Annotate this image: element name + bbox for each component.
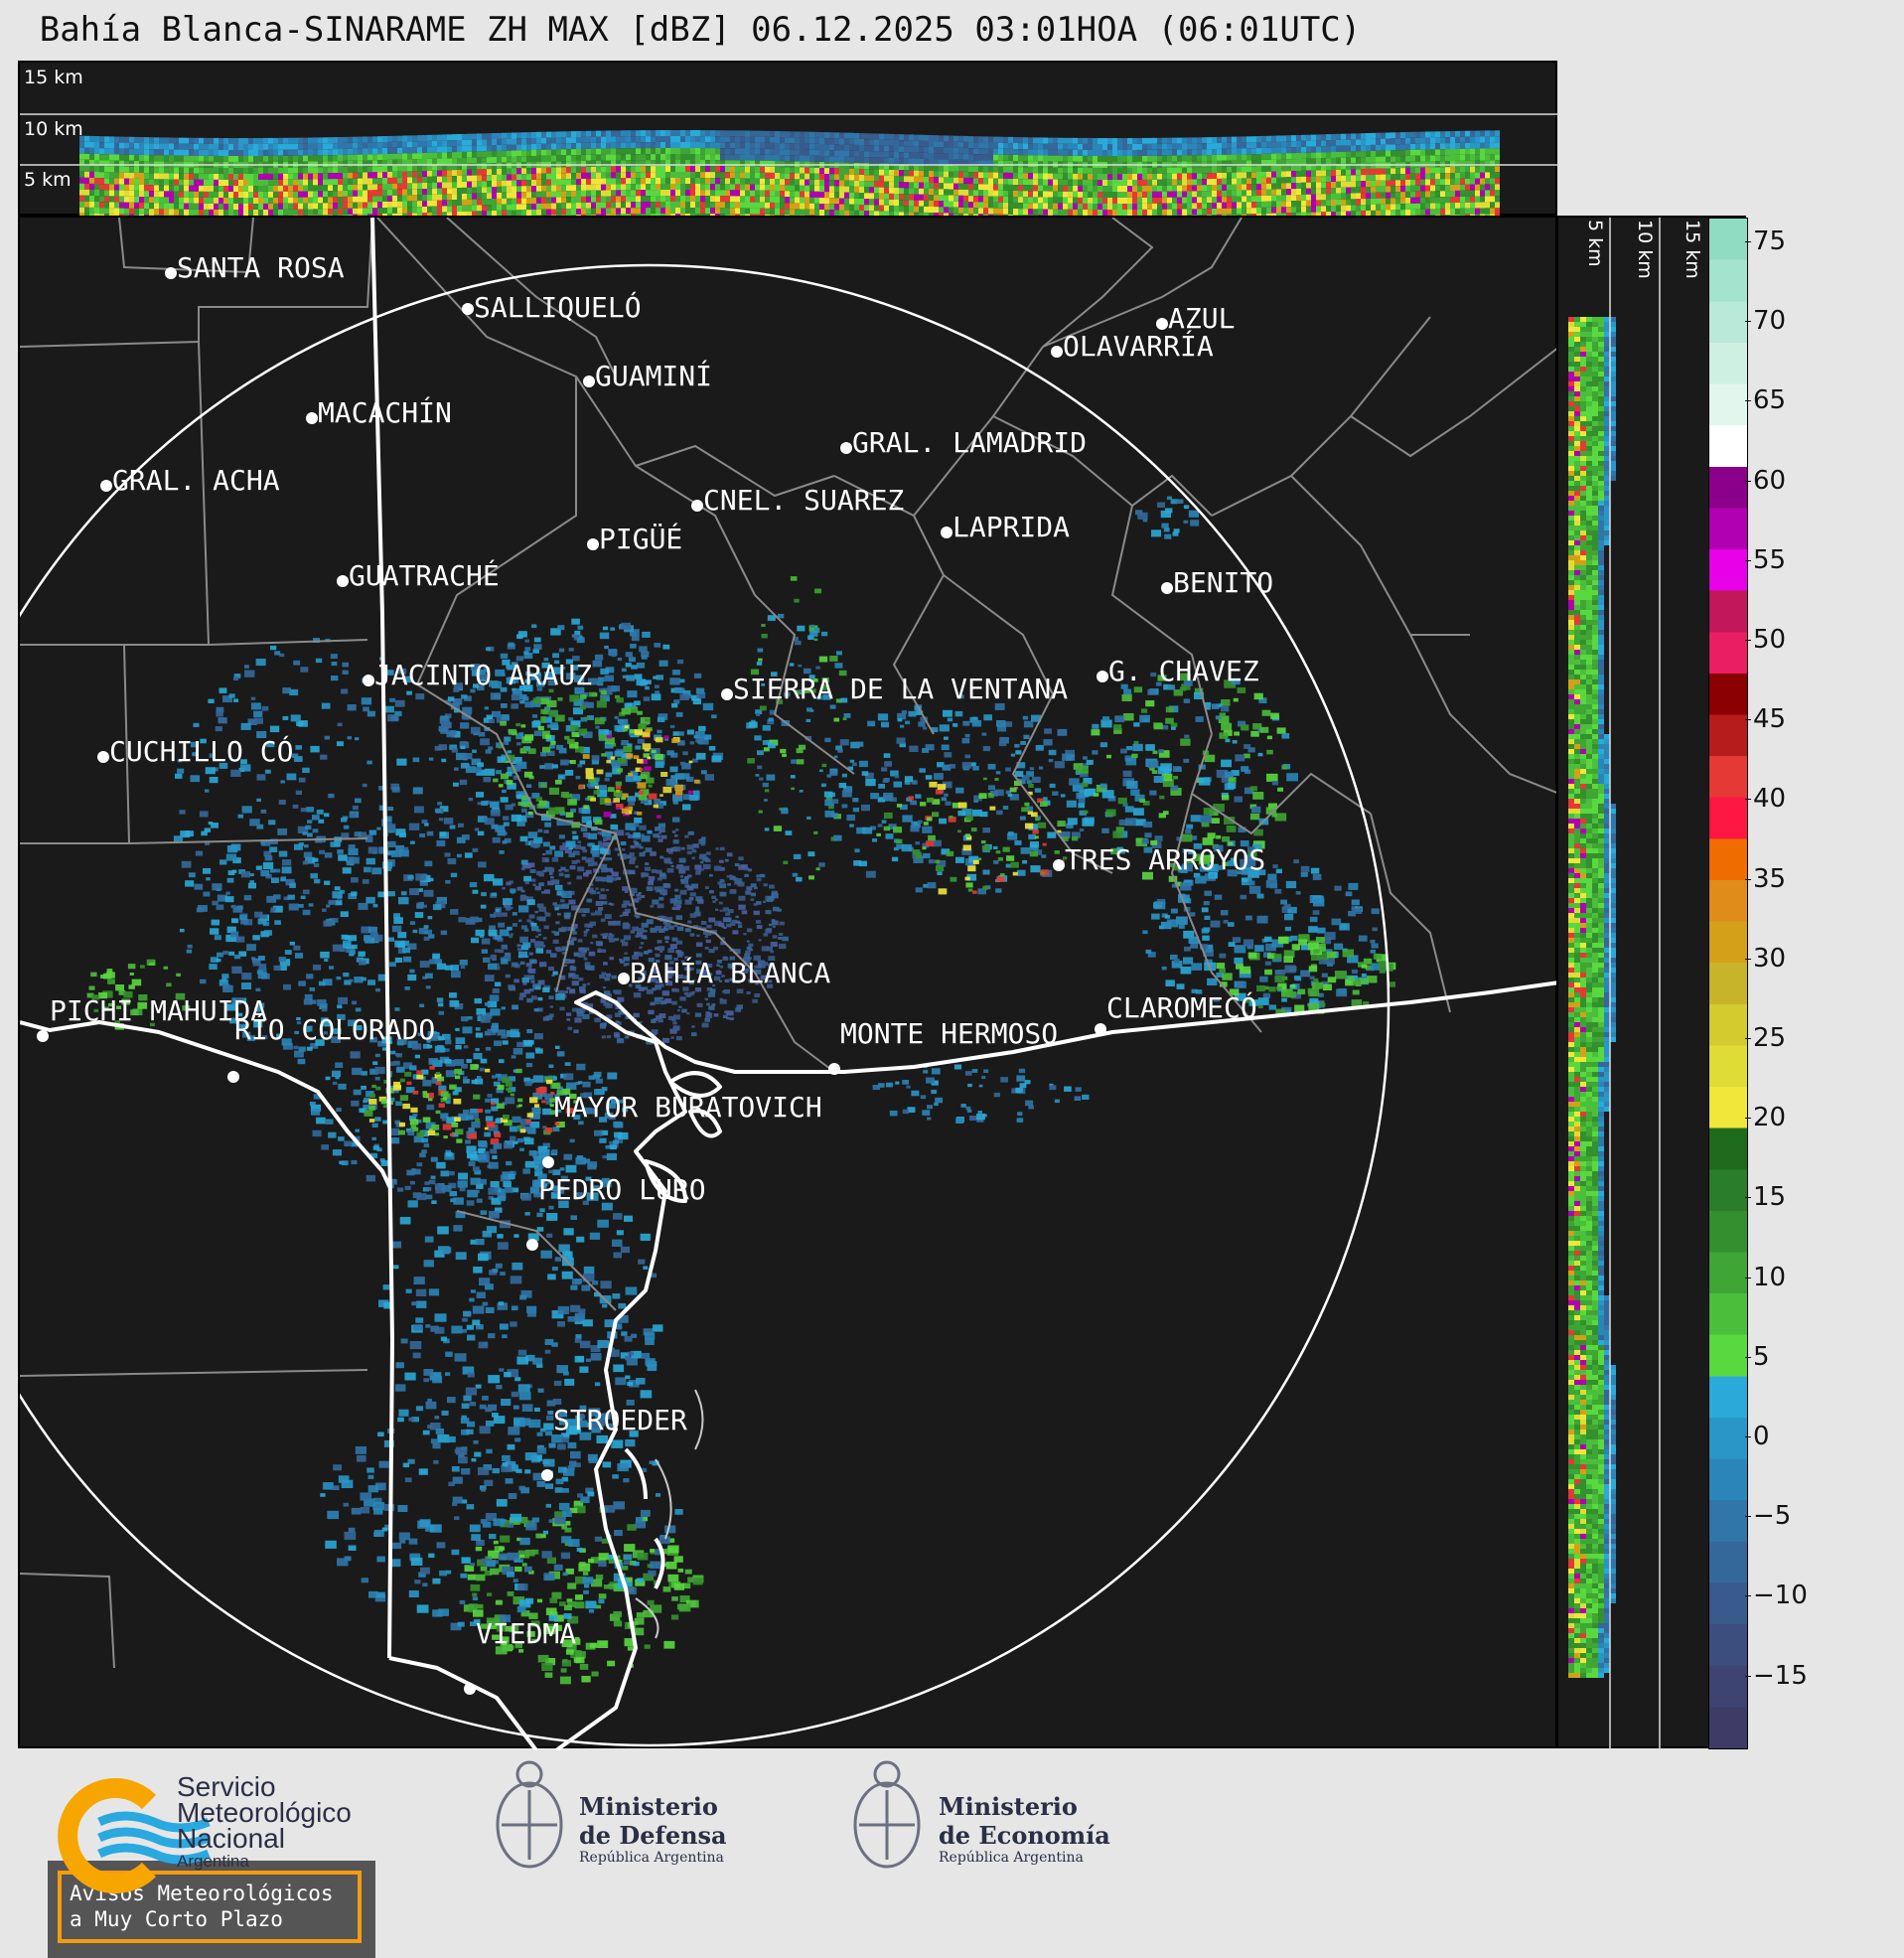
city-dot [618,973,630,984]
city-dot [1097,671,1108,682]
city-label: VIEDMA [476,1617,576,1650]
colorbar-tick: −15 [1753,1661,1808,1691]
top-echo-band [79,130,1500,218]
city-dot [100,480,112,492]
top-alt-10km: 10 km [24,118,83,140]
defensa-emblem-icon [498,1762,561,1867]
colorbar-tick: 60 [1753,466,1786,496]
colorbar-tick: 45 [1753,704,1786,734]
city-label: MONTE HERMOSO [840,1017,1058,1050]
city-label: CLAROMECÓ [1106,991,1257,1024]
city-dot [462,303,474,315]
colorbar-tick: 70 [1753,306,1786,336]
colorbar-tick: 15 [1753,1182,1786,1212]
city-dot [526,1239,538,1251]
defensa-logo-text: Ministerio de Defensa República Argentin… [579,1792,727,1866]
colorbar-tick: 0 [1753,1422,1770,1451]
colorbar-tick: 65 [1753,385,1786,415]
city-label: RÍO COLORADO [234,1013,435,1046]
city-dot [165,267,177,279]
colorbar-tick: 55 [1753,545,1786,575]
colorbar-tick: 40 [1753,784,1786,814]
city-dot [691,500,703,512]
warning-line-2: a Muy Corto Plazo [70,1906,350,1932]
city-label: GUAMINÍ [595,360,712,392]
city-label: BENITO [1173,566,1273,599]
city-dot [464,1683,476,1695]
city-dot [1095,1023,1106,1035]
chart-title: Bahía Blanca-SINARAME ZH MAX [dBZ] 06.12… [0,10,1400,50]
colorbar-tick: 50 [1753,625,1786,655]
city-dot [227,1071,239,1083]
economia-line-1: Ministerio [939,1792,1110,1821]
city-label: TRES ARROYOS [1065,843,1265,876]
city-dot [363,675,374,686]
city-label: CUCHILLO CÓ [109,735,293,768]
colorbar-tick: 35 [1753,864,1786,894]
city-label: LAPRIDA [952,511,1070,543]
city-dot [1156,318,1168,330]
smn-line-4: Argentina [177,1852,352,1872]
top-cross-section-svg [20,63,1559,218]
city-dot [97,751,109,763]
city-label: STROEDER [553,1404,687,1436]
city-label: MAYOR BURATOVICH [554,1091,822,1124]
city-dot [828,1063,840,1075]
colorbar-tick: 30 [1753,944,1786,974]
city-dot [306,412,318,424]
city-label: JACINTO ARAUZ [374,659,592,691]
colorbar-tick: 10 [1753,1263,1786,1292]
city-label: GUATRACHÉ [349,559,500,592]
colorbar-tick: 20 [1753,1103,1786,1132]
smn-line-3: Nacional [177,1826,352,1852]
smn-logo-text: Servicio Meteorológico Nacional Argentin… [177,1774,352,1872]
city-label: GRAL. ACHA [112,464,280,497]
top-alt-5km: 5 km [24,169,72,191]
city-dot [37,1030,49,1042]
city-dot [541,1469,553,1481]
city-dot [1161,582,1173,594]
top-alt-15km: 15 km [24,67,83,88]
side-echo-band [1568,317,1616,1678]
city-label: PIGÜÉ [599,523,682,555]
city-dot [587,538,599,550]
city-dot [941,527,952,538]
city-label: G. CHAVEZ [1108,655,1259,687]
defensa-line-1: Ministerio [579,1792,727,1821]
logos-footer: Servicio Meteorológico Nacional Argentin… [0,1750,1904,1896]
city-label: SALLIQUELÓ [474,291,642,324]
city-label: SIERRA DE LA VENTANA [733,673,1068,705]
defensa-line-3: República Argentina [579,1850,727,1866]
city-dot [721,688,733,700]
city-label: GRAL. LAMADRID [852,426,1087,459]
economia-emblem-icon [855,1762,919,1867]
economia-line-3: República Argentina [939,1850,1110,1866]
city-label: OLAVARRÍA [1063,330,1214,363]
colorbar-tick: −10 [1753,1581,1808,1610]
city-dot [840,442,852,454]
defensa-line-2: de Defensa [579,1821,727,1850]
city-dot [1051,346,1063,358]
economia-logo-text: Ministerio de Economía República Argenti… [939,1792,1110,1866]
side-alt-10km: 10 km [1634,220,1656,279]
colorbar-tick: 25 [1753,1023,1786,1053]
top-cross-section-panel: 15 km 10 km 5 km [18,61,1557,216]
city-label: PEDRO LURO [538,1173,706,1206]
city-label: BAHÍA BLANCA [630,957,830,989]
city-label: MACACHÍN [318,396,452,429]
city-dot [1053,859,1065,871]
colorbar [1708,218,1748,1749]
city-dot [542,1156,554,1168]
city-label: SANTA ROSA [177,251,345,284]
colorbar-tick: 5 [1753,1342,1770,1372]
side-alt-15km: 15 km [1682,220,1703,279]
city-dot [337,575,349,587]
city-dot [583,376,595,387]
side-alt-5km: 5 km [1584,220,1606,267]
economia-line-2: de Economía [939,1821,1110,1850]
colorbar-tick: 75 [1753,226,1786,256]
city-label: CNEL. SUAREZ [703,484,904,517]
colorbar-tick: −5 [1753,1501,1791,1531]
